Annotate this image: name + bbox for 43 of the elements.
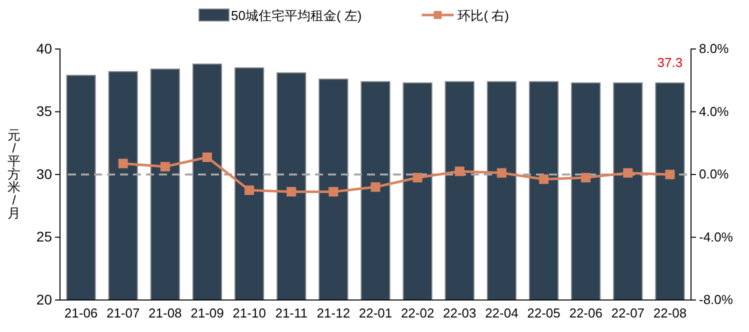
x-tick-label: 21-12 [316, 305, 350, 320]
point [118, 158, 128, 168]
point [581, 172, 591, 182]
point [623, 168, 633, 178]
x-tick-label: 22-03 [443, 305, 476, 320]
x-tick-label: 21-10 [232, 305, 266, 320]
point [202, 152, 212, 162]
y-tick-label: 25 [36, 228, 52, 245]
x-tick-label: 22-04 [485, 305, 518, 320]
legend-label: 环比( 右) [458, 8, 510, 23]
point [328, 187, 338, 196]
x-tick-label: 22-01 [358, 305, 392, 320]
x-tick-label: 22-02 [400, 305, 434, 320]
y2-tick-label: 4.0% [699, 104, 730, 119]
point [370, 182, 380, 192]
point [412, 172, 422, 182]
x-tick-label: 22-06 [569, 305, 602, 320]
y-tick-label: 35 [36, 103, 52, 120]
point [160, 162, 170, 172]
point [454, 166, 464, 176]
point [539, 174, 549, 184]
y-tick-label: 30 [36, 166, 52, 182]
y-tick-label: 20 [36, 291, 52, 308]
y-tick-label: 40 [36, 40, 52, 56]
y2-tick-label: -8.0% [699, 292, 734, 308]
y2-tick-label: 8.0% [699, 41, 730, 56]
x-tick-label: 21-08 [148, 305, 182, 320]
point [244, 185, 254, 195]
x-tick-label: 22-07 [611, 305, 645, 320]
y-axis-title: 元/平方米/月 [8, 128, 20, 220]
y2-tick-label: -4.0% [699, 229, 734, 244]
x-tick-label: 21-07 [106, 305, 140, 320]
point [496, 168, 506, 178]
point [286, 187, 296, 196]
legend-label: 50城住宅平均租金( 左) [231, 8, 362, 23]
point [665, 170, 675, 180]
x-tick-label: 22-05 [527, 305, 560, 320]
x-tick-label: 21-06 [64, 305, 98, 320]
y2-tick-label: 0.0% [699, 166, 730, 182]
x-tick-label: 21-11 [275, 305, 308, 320]
data-label: 37.3 [657, 54, 683, 70]
x-tick-label: 21-09 [190, 305, 224, 320]
x-tick-label: 22-08 [653, 305, 687, 320]
